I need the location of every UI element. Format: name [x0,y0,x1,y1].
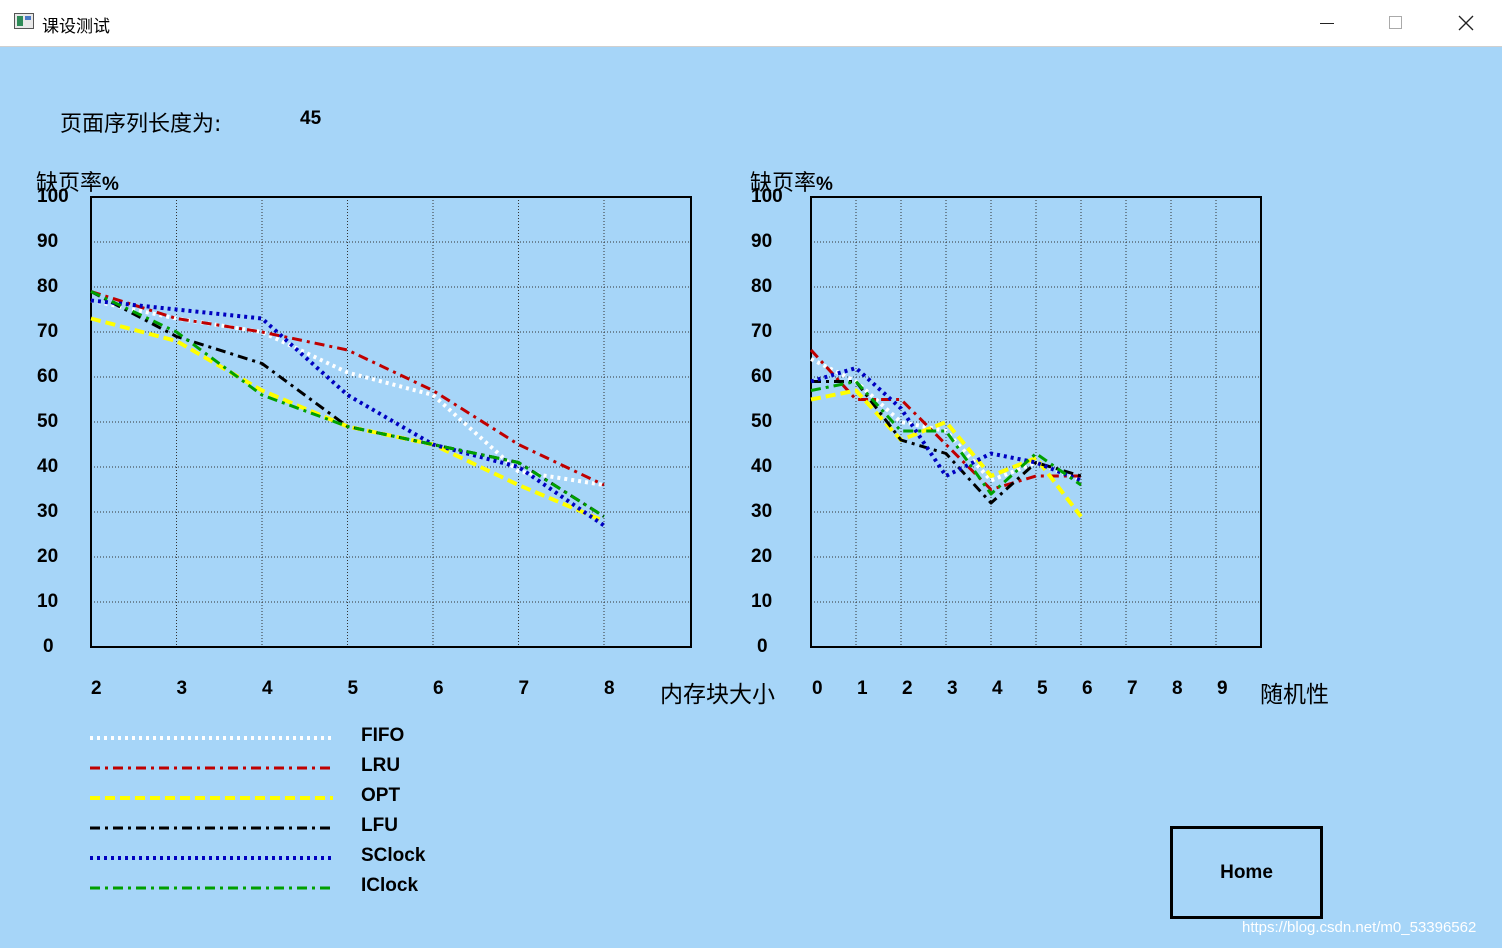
watermark: https://blog.csdn.net/m0_53396562 [1242,919,1477,936]
close-button[interactable] [1430,0,1498,46]
legend-label-fifo: FIFO [361,725,405,746]
chart1-ylabel-unit: % [102,174,119,195]
series-line-opt [810,388,1083,518]
home-button[interactable]: Home [1170,826,1323,919]
legend-label-iclock: IClock [361,875,419,896]
legend-swatch-lfu [90,826,333,830]
x-tick-label: 2 [91,678,102,699]
y-tick-label: 100 [751,186,783,207]
y-tick-label: 50 [751,411,773,432]
y-tick-label: 80 [37,276,59,297]
series-line-sclock [90,298,606,528]
series-line-sclock [810,366,1082,483]
y-tick-label: 40 [751,456,773,477]
chart2-xlabel: 随机性 [1260,682,1329,708]
chart-2 [809,196,1262,648]
y-tick-label: 10 [37,591,59,612]
x-tick-label: 4 [992,678,1003,699]
x-tick-label: 3 [947,678,958,699]
y-tick-label: 100 [37,186,69,207]
app-icon [14,13,34,29]
title-bar: 课设测试 [0,0,1502,47]
legend-label-lru: LRU [361,755,401,776]
chart2-ylabel: 缺页率% [750,165,833,197]
chart1-xlabel: 内存块大小 [660,682,775,708]
legend-swatch-sclock [90,856,333,860]
x-tick-label: 0 [812,678,823,699]
legend-swatch-iclock [90,886,333,890]
y-tick-label: 30 [37,501,59,522]
x-tick-label: 7 [1127,678,1138,699]
chart2-ylabel-unit: % [816,174,833,195]
y-tick-label: 30 [751,501,773,522]
chart1-ylabel-text: 缺页率 [36,171,103,196]
series-line-lfu [811,380,1082,505]
legend-label-opt: OPT [361,785,401,806]
y-tick-label: 0 [43,636,54,657]
x-tick-label: 3 [176,678,188,699]
y-tick-label: 0 [757,636,768,657]
chart1-ylabel: 缺页率% [36,165,119,197]
x-tick-label: 5 [347,678,359,699]
x-tick-label: 5 [1037,678,1048,699]
legend-swatch-lru [90,766,333,770]
y-tick-label: 60 [751,366,773,387]
y-tick-label: 90 [37,231,59,252]
maximize-button[interactable] [1361,0,1429,46]
series-line-fifo [90,298,605,487]
y-tick-label: 90 [751,231,773,252]
sequence-length-label: 页面序列长度为: [60,112,222,137]
y-tick-label: 50 [37,411,59,432]
x-tick-label: 6 [433,678,444,699]
chart2-ylabel-text: 缺页率 [750,171,817,196]
y-tick-label: 20 [751,546,773,567]
y-tick-label: 10 [751,591,773,612]
plot-frame [810,196,1262,648]
y-tick-label: 70 [751,321,773,342]
y-tick-label: 20 [37,546,59,567]
x-tick-label: 9 [1217,678,1228,699]
x-tick-label: 1 [857,678,868,699]
legend-label-sclock: SClock [361,845,426,866]
close-icon [1458,15,1474,31]
chart-1 [90,196,692,648]
legend-swatch-fifo [90,736,333,740]
x-tick-label: 8 [1172,678,1183,699]
y-tick-label: 60 [37,366,59,387]
series-line-fifo [810,357,1082,483]
sequence-length-value: 45 [300,108,322,129]
y-tick-label: 40 [37,456,59,477]
series-line-iclock [90,290,605,518]
window-title: 课设测试 [42,17,110,37]
x-tick-label: 7 [518,678,530,699]
legend-swatch-opt [90,796,333,800]
y-tick-label: 80 [751,276,773,297]
legend-label-lfu: LFU [361,815,398,836]
x-tick-label: 8 [604,678,615,699]
minimize-button[interactable] [1292,0,1360,46]
y-tick-label: 70 [37,321,59,342]
x-tick-label: 2 [902,678,913,699]
x-tick-label: 6 [1082,678,1093,699]
x-tick-label: 4 [262,678,273,699]
plot-frame [90,196,692,648]
